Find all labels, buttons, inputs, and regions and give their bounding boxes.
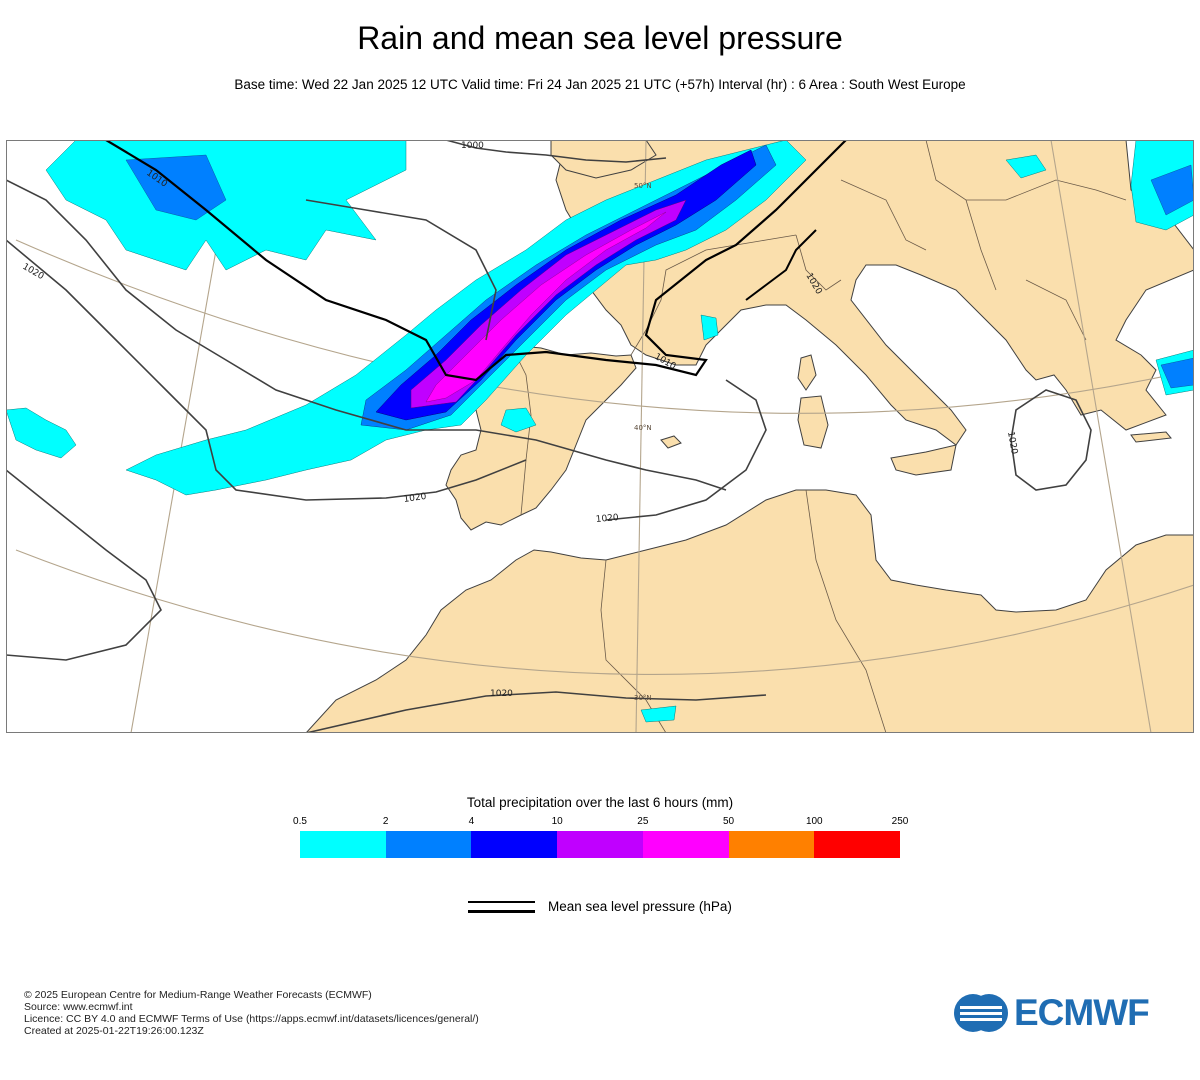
isobar-label-1020-e: 1020 — [1005, 431, 1019, 456]
legend-color-swatch-5 — [728, 831, 815, 858]
ecmwf-logo-text: ECMWF — [1014, 992, 1150, 1033]
legend-color-swatch-3 — [557, 831, 643, 858]
isobar-1010-italy — [745, 229, 817, 301]
mslp-legend-label: Mean sea level pressure (hPa) — [548, 899, 732, 914]
land-africa — [305, 489, 1194, 733]
legend-tick-5: 50 — [723, 816, 735, 827]
precipitation-field — [6, 140, 1194, 723]
lat-label-50: 50°N — [634, 182, 652, 190]
precip-band-magenta — [425, 211, 667, 403]
footer-credits: © 2025 European Centre for Medium-Range … — [24, 989, 479, 1037]
legend-tick-6: 100 — [805, 816, 823, 827]
map-canvas: 1000 1010 1020 1020 1020 1010 1020 1020 … — [6, 140, 1194, 733]
legend-tick-1: 2 — [382, 816, 389, 827]
legend-tick-3: 10 — [551, 816, 563, 827]
precip-scattered-blue — [125, 154, 1194, 389]
weather-map: 1000 1010 1020 1020 1020 1010 1020 1020 … — [6, 140, 1194, 733]
legend-color-swatch-4 — [642, 831, 729, 858]
legend-title: Total precipitation over the last 6 hour… — [466, 795, 734, 810]
lat-labels: 50°N 40°N 30°N — [634, 182, 652, 702]
isobar-1020-africa — [305, 691, 767, 733]
legend-tick-4: 25 — [637, 816, 649, 827]
land-corsica — [797, 354, 817, 391]
legend-color-swatch-6 — [814, 831, 901, 858]
map-frame — [6, 140, 1194, 733]
land-crete — [1130, 431, 1172, 443]
legend-color-swatch-2 — [471, 831, 558, 858]
isobar-label-1020-c: 1020 — [490, 689, 513, 699]
chart-subtitle: Base time: Wed 22 Jan 2025 12 UTC Valid … — [234, 77, 966, 92]
mslp-legend-line-thick — [468, 910, 535, 913]
isobars — [6, 140, 1092, 733]
legend-tick-7: 250 — [891, 816, 909, 827]
isobar-label-1000: 1000 — [461, 141, 484, 151]
footer-source: Source: www.ecmwf.int — [24, 1001, 133, 1013]
land-britain — [550, 140, 657, 179]
land-balearics — [660, 435, 682, 449]
legend-color-swatch-0 — [300, 831, 386, 858]
chart-title: Rain and mean sea level pressure — [357, 20, 843, 56]
legend-tick-2: 4 — [468, 816, 475, 827]
isobar-label-1020-b: 1020 — [403, 492, 427, 505]
isobar-1020-east — [1010, 389, 1092, 491]
legend-color-swatch-1 — [385, 831, 472, 858]
footer-licence: Licence: CC BY 4.0 and ECMWF Terms of Us… — [24, 1013, 479, 1025]
footer-created: Created at 2025-01-22T19:26:00.123Z — [24, 1025, 204, 1037]
legend-colorbar — [300, 831, 901, 858]
land-sicily — [890, 444, 957, 476]
isobar-1020-loop — [305, 199, 497, 341]
footer-copyright: © 2025 European Centre for Medium-Range … — [24, 989, 372, 1001]
lat-label-30: 30°N — [634, 694, 652, 702]
isobar-1010-main — [105, 140, 847, 382]
legend-ticks: 0.5 2 4 10 25 50 100 250 — [293, 816, 908, 830]
legend-tick-0: 0.5 — [293, 816, 307, 827]
isobar-1020-south — [6, 469, 162, 661]
ecmwf-logo[interactable]: ECMWF — [952, 992, 1182, 1034]
ecmwf-logo-icon — [954, 994, 1008, 1032]
mslp-legend-line-thin — [468, 901, 535, 903]
isobar-1020-west — [6, 179, 727, 491]
land-sardinia — [797, 395, 829, 449]
isobar-1020-inner — [6, 239, 527, 501]
isobar-label-1020-f: 1020 — [595, 513, 619, 525]
isobar-1000-north — [445, 140, 667, 163]
isobar-1020-med — [605, 379, 767, 521]
lat-label-40: 40°N — [634, 424, 652, 432]
